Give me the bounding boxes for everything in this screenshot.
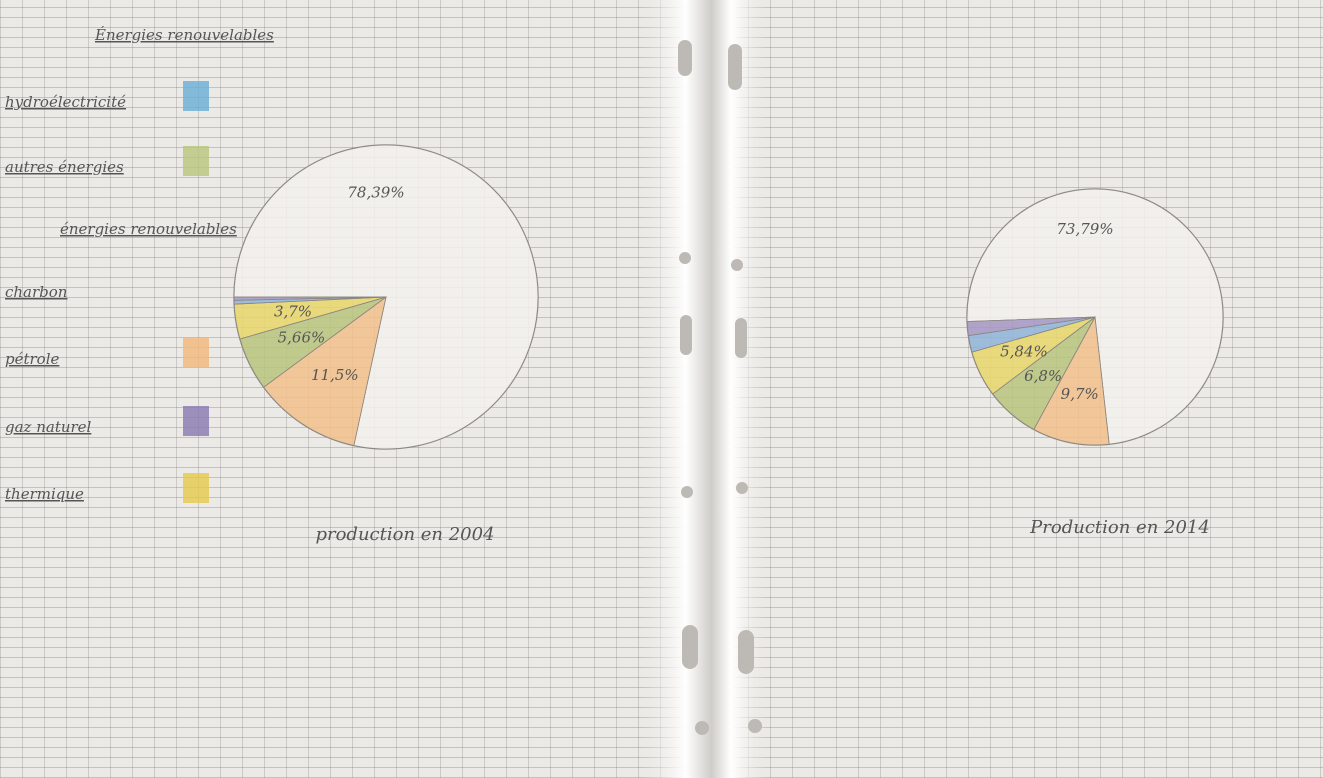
legend-label: charbon (5, 283, 67, 301)
value-label: 9,7% (1061, 385, 1099, 403)
legend-label: hydroélectricité (5, 93, 126, 111)
value-label: 11,5% (311, 366, 359, 384)
legend-label: énergies renouvelables (60, 220, 237, 238)
legend-swatch (183, 406, 209, 436)
legend-label: gaz naturel (5, 418, 92, 436)
pie-title: Production en 2014 (1029, 517, 1210, 538)
page: Énergies renouvelables hydroélectricité au… (0, 0, 1323, 778)
legend-swatch (183, 146, 209, 176)
legend-swatch (183, 81, 209, 111)
value-label: 5,66% (278, 329, 326, 347)
legend: Énergies renouvelables hydroélectricité au… (5, 26, 274, 503)
legend-label: autres énergies (5, 158, 124, 176)
value-label: 78,39% (347, 184, 404, 202)
legend-label: thermique (5, 485, 84, 503)
legend-label: pétrole (5, 350, 60, 368)
pie-title: production en 2004 (315, 524, 494, 545)
legend-label: Énergies renouvelables (94, 26, 274, 44)
legend-swatch (183, 473, 209, 503)
value-label: 73,79% (1056, 220, 1113, 238)
scene: Énergies renouvelables hydroélectricité au… (0, 0, 1323, 778)
value-label: 6,8% (1024, 367, 1062, 385)
value-label: 5,84% (1000, 342, 1048, 360)
legend-swatch (183, 338, 209, 368)
value-label: 3,7% (274, 302, 312, 320)
